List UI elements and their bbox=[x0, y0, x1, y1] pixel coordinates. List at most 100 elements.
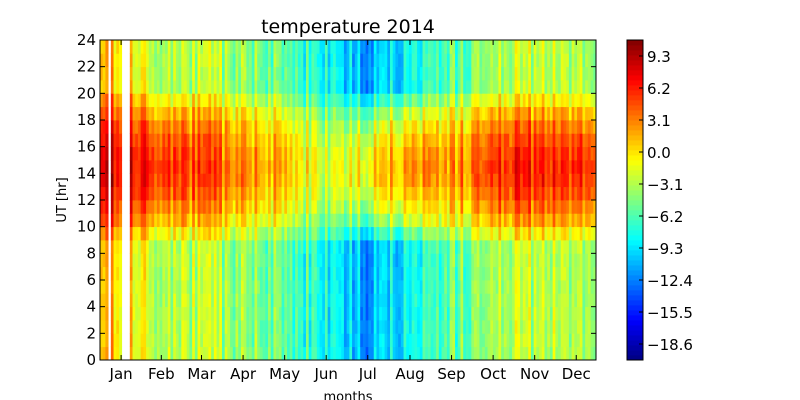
heatmap-cell bbox=[511, 80, 516, 94]
x-tick-label: Sep bbox=[437, 365, 465, 383]
heatmap-cell bbox=[509, 280, 513, 294]
heatmap-cell bbox=[533, 93, 537, 108]
heatmap-cell bbox=[211, 106, 215, 121]
heatmap-cell bbox=[463, 93, 467, 108]
heatmap-cell bbox=[200, 333, 204, 348]
heatmap-cell bbox=[235, 66, 239, 81]
heatmap-cell bbox=[539, 200, 543, 214]
heatmap-cell bbox=[100, 200, 104, 214]
heatmap-cell bbox=[240, 80, 245, 94]
heatmap-cell bbox=[105, 160, 109, 174]
heatmap-cell bbox=[587, 186, 591, 201]
heatmap-cell bbox=[240, 200, 245, 214]
heatmap-cell bbox=[479, 200, 483, 214]
heatmap-cell bbox=[408, 306, 413, 321]
heatmap-cell bbox=[297, 306, 301, 321]
heatmap-cell bbox=[438, 346, 442, 361]
heatmap-cell bbox=[419, 146, 423, 161]
heatmap-cell bbox=[314, 106, 318, 121]
heatmap-cell bbox=[151, 40, 155, 54]
heatmap-cell bbox=[411, 200, 415, 214]
heatmap-cell bbox=[593, 200, 597, 214]
heatmap-cell bbox=[205, 106, 209, 121]
heatmap-cell bbox=[365, 80, 369, 94]
colorbar-segment bbox=[627, 130, 643, 136]
heatmap-cell bbox=[487, 160, 491, 174]
heatmap-cell bbox=[582, 280, 586, 294]
heatmap-cell bbox=[278, 40, 282, 54]
heatmap-cell bbox=[178, 66, 182, 81]
heatmap-cell bbox=[579, 333, 583, 348]
heatmap-cell bbox=[289, 333, 293, 348]
heatmap-cell bbox=[281, 346, 285, 361]
heatmap-cell bbox=[132, 146, 136, 161]
heatmap-cell bbox=[476, 66, 480, 81]
heatmap-cell bbox=[170, 240, 174, 254]
heatmap-cell bbox=[484, 253, 488, 268]
heatmap-cell bbox=[156, 226, 161, 241]
heatmap-cell bbox=[446, 133, 451, 148]
heatmap-cell bbox=[444, 160, 448, 174]
heatmap-cell bbox=[436, 346, 440, 361]
heatmap-cell bbox=[110, 40, 114, 54]
heatmap-cell bbox=[571, 66, 575, 81]
heatmap-cell bbox=[433, 106, 437, 121]
heatmap-cell bbox=[100, 213, 104, 228]
heatmap-cell bbox=[259, 93, 264, 108]
heatmap-cell bbox=[371, 293, 375, 308]
heatmap-cell bbox=[566, 40, 570, 54]
heatmap-cell bbox=[349, 93, 353, 108]
heatmap-cell bbox=[178, 253, 182, 268]
heatmap-cell bbox=[146, 280, 150, 294]
colorbar-segment bbox=[627, 290, 643, 296]
heatmap-cell bbox=[341, 40, 345, 54]
heatmap-cell bbox=[362, 226, 367, 241]
heatmap-cell bbox=[316, 93, 320, 108]
heatmap-cell bbox=[211, 226, 215, 241]
heatmap-cell bbox=[563, 186, 567, 201]
heatmap-cell bbox=[257, 93, 261, 108]
heatmap-cell bbox=[243, 40, 247, 54]
heatmap-cell bbox=[547, 253, 551, 268]
heatmap-cell bbox=[533, 240, 537, 254]
heatmap-cell bbox=[181, 146, 185, 161]
heatmap-cell bbox=[406, 346, 410, 361]
heatmap-cell bbox=[514, 306, 518, 321]
heatmap-cell bbox=[577, 106, 581, 121]
heatmap-cell bbox=[224, 146, 228, 161]
heatmap-cell bbox=[482, 333, 486, 348]
heatmap-cell bbox=[189, 306, 193, 321]
heatmap-cell bbox=[563, 173, 567, 188]
heatmap-cell bbox=[544, 240, 548, 254]
heatmap-cell bbox=[259, 346, 264, 361]
heatmap-cell bbox=[129, 80, 133, 94]
heatmap-cell bbox=[587, 53, 591, 68]
heatmap-cell bbox=[455, 106, 459, 121]
heatmap-cell bbox=[151, 280, 155, 294]
heatmap-cell bbox=[349, 200, 353, 214]
heatmap-cell bbox=[457, 346, 461, 361]
heatmap-cell bbox=[517, 146, 521, 161]
heatmap-cell bbox=[276, 266, 280, 281]
heatmap-cell bbox=[268, 346, 272, 361]
heatmap-cell bbox=[558, 53, 562, 68]
heatmap-cell bbox=[232, 226, 236, 241]
heatmap-cell bbox=[156, 346, 161, 361]
heatmap-cell bbox=[303, 173, 307, 188]
heatmap-cell bbox=[536, 40, 540, 54]
heatmap-cell bbox=[238, 213, 242, 228]
heatmap-cell bbox=[110, 213, 114, 228]
heatmap-cell bbox=[536, 226, 540, 241]
heatmap-cell bbox=[525, 66, 529, 81]
heatmap-cell bbox=[579, 173, 583, 188]
heatmap-cell bbox=[549, 280, 554, 294]
heatmap-cell bbox=[465, 253, 470, 268]
heatmap-cell bbox=[262, 106, 266, 121]
heatmap-cell bbox=[427, 306, 432, 321]
heatmap-cell bbox=[479, 186, 483, 201]
heatmap-cell bbox=[585, 106, 589, 121]
heatmap-cell bbox=[143, 320, 147, 334]
heatmap-cell bbox=[154, 160, 158, 174]
heatmap-cell bbox=[146, 106, 150, 121]
heatmap-cell bbox=[371, 320, 375, 334]
